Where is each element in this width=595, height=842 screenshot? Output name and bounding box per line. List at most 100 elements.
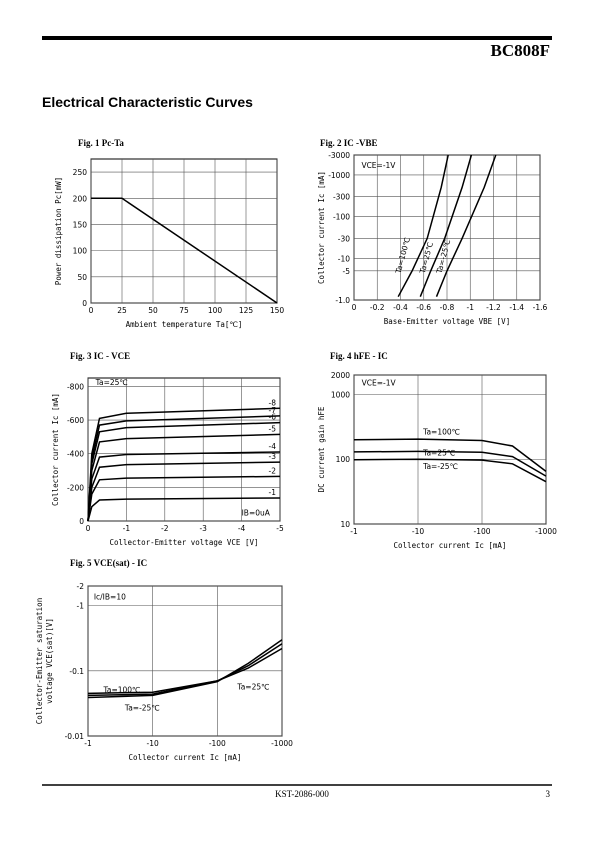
series-line [353, 458, 547, 483]
y-tick-label: 0 [82, 299, 87, 308]
chart-title: Fig. 2 IC -VBE [320, 138, 378, 148]
series-line [87, 497, 281, 522]
series-label: -3 [269, 452, 277, 461]
x-tick-label: 25 [117, 306, 127, 315]
series-label: -5 [269, 424, 277, 433]
series-line [87, 639, 283, 699]
y-tick-label: 2000 [331, 371, 350, 380]
y-axis-label: Power dissipation Pc[mW] [54, 177, 63, 285]
y-tick-label: 1000 [331, 390, 350, 399]
y-axis-label: Collector-Emitter saturation [35, 598, 44, 724]
page-number: 3 [546, 789, 551, 799]
y-tick-label: -5 [343, 267, 351, 276]
series-line [87, 475, 281, 522]
y-tick-label: -3000 [328, 151, 350, 160]
series-line [87, 415, 281, 522]
doc-number: KST-2086-000 [275, 789, 329, 799]
x-axis-label: Base-Emitter voltage VBE [V] [384, 317, 510, 326]
y-tick-label: 250 [73, 168, 88, 177]
annotation: Ta=25℃ [95, 378, 128, 387]
series-label: Ta=-25℃ [422, 462, 458, 471]
x-tick-label: -1000 [271, 739, 293, 748]
series-line [419, 154, 473, 297]
y-tick-label: 100 [73, 247, 88, 256]
x-axis-label: Ambient temperature Ta[℃] [126, 320, 243, 329]
y-tick-label: 100 [336, 455, 351, 464]
x-tick-label: -1.2 [486, 303, 501, 312]
y-tick-label: -0.01 [65, 732, 85, 741]
x-tick-label: 125 [239, 306, 254, 315]
series-label: Ta=25℃ [422, 448, 455, 457]
y-tick-label: 0 [79, 517, 84, 526]
x-tick-label: -1000 [535, 527, 557, 536]
header-bar [42, 36, 552, 40]
x-tick-label: -1 [84, 739, 92, 748]
y-tick-label: -1 [77, 602, 85, 611]
series-label: -6 [269, 413, 277, 422]
annotation: IB=0uA [242, 508, 271, 517]
x-tick-label: -3 [199, 524, 207, 533]
x-tick-label: -1 [123, 524, 131, 533]
series-label: Ta=100℃ [393, 236, 412, 275]
series-label: Ta=100℃ [422, 428, 460, 437]
series-label: -8 [269, 398, 277, 407]
annotation: VCE=-1V [362, 378, 397, 387]
x-tick-label: -1 [350, 527, 358, 536]
x-tick-label: 75 [179, 306, 189, 315]
y-tick-label: -100 [333, 213, 350, 222]
chart-title: Fig. 1 Pc-Ta [78, 138, 124, 148]
y-axis-label: Collector current Ic [mA] [317, 171, 326, 284]
x-tick-label: 0 [89, 306, 94, 315]
y-tick-label: -0.1 [69, 667, 84, 676]
y-tick-label: -300 [333, 193, 350, 202]
annotation: VCE=-1V [361, 161, 396, 170]
y-tick-label: -1.0 [335, 296, 350, 305]
y-tick-label: -200 [67, 483, 84, 492]
series-line [91, 197, 278, 304]
x-tick-label: -0.2 [370, 303, 385, 312]
x-tick-label: 0 [86, 524, 91, 533]
x-tick-label: -10 [147, 739, 159, 748]
chart-title: Fig. 3 IC - VCE [70, 351, 130, 361]
x-tick-label: 100 [208, 306, 223, 315]
x-tick-label: -100 [473, 527, 490, 536]
y-tick-label: -400 [67, 450, 84, 459]
series-label: -1 [269, 488, 277, 497]
y-tick-label: -800 [67, 382, 84, 391]
series-label: -2 [269, 466, 277, 475]
series-label: Ta=-25℃ [124, 704, 160, 713]
x-tick-label: -100 [209, 739, 226, 748]
y-axis-label: DC current gain hFE [317, 406, 326, 492]
x-tick-label: -10 [412, 527, 424, 536]
y-tick-label: -10 [338, 254, 350, 263]
x-tick-label: 150 [270, 306, 285, 315]
series-line [353, 438, 547, 472]
y-tick-label: 50 [77, 273, 87, 282]
series-label: -4 [269, 442, 277, 451]
x-tick-label: -0.4 [393, 303, 408, 312]
x-tick-label: -5 [276, 524, 284, 533]
chart-title: Fig. 4 hFE - IC [330, 351, 388, 361]
y-tick-label: -30 [338, 234, 350, 243]
y-axis-label: Collector current Ic [mA] [51, 393, 60, 506]
series-line [397, 154, 449, 298]
y-tick-label: 150 [73, 220, 88, 229]
x-axis-label: Collector current Ic [mA] [129, 753, 242, 762]
series-label: Ta=25℃ [236, 683, 269, 692]
x-tick-label: 50 [148, 306, 158, 315]
series-label: Ta=100℃ [103, 686, 141, 695]
section-title: Electrical Characteristic Curves [42, 94, 253, 110]
x-tick-label: -0.6 [416, 303, 431, 312]
y-tick-label: -600 [67, 416, 84, 425]
annotation: Ic/IB=10 [94, 593, 126, 602]
x-tick-label: -1.4 [509, 303, 524, 312]
y-tick-label: -1000 [328, 171, 350, 180]
series-label: -7 [269, 406, 277, 415]
series-line [435, 154, 497, 297]
x-tick-label: -1 [467, 303, 475, 312]
part-number: BC808F [491, 41, 551, 60]
x-tick-label: -1.6 [533, 303, 548, 312]
x-tick-label: -4 [238, 524, 246, 533]
y-tick-label: -2 [77, 582, 85, 591]
